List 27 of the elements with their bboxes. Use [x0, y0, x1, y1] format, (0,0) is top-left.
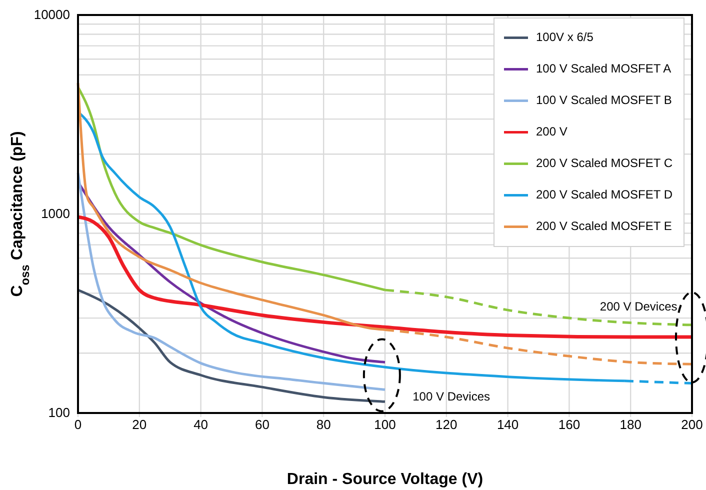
x-tick-label: 80: [316, 417, 331, 432]
x-tick-label: 0: [74, 417, 82, 432]
line-series: [76, 288, 386, 403]
annotation: 100 V Devices: [412, 389, 490, 404]
line-series: [76, 215, 694, 339]
annotation: 200 V Devices: [600, 300, 678, 314]
x-tick-label: 160: [558, 417, 580, 432]
y-tick-label: 10000: [34, 7, 70, 22]
x-tick-label: 200: [681, 417, 703, 432]
x-tick-label: 100: [374, 417, 396, 432]
x-tick-label: 180: [620, 417, 642, 432]
legend-label: 200 V Scaled MOSFET E: [536, 218, 672, 233]
x-axis-title: Drain - Source Voltage (V): [286, 471, 484, 488]
x-tick-label: 40: [194, 417, 208, 432]
x-tick-label: 60: [254, 417, 270, 432]
legend-label: 100 V Scaled MOSFET B: [536, 92, 672, 107]
legend-label: 200 V Scaled MOSFET D: [536, 187, 673, 202]
x-tick-label: 120: [436, 417, 458, 432]
legend-label: 100V x 6/5: [536, 30, 594, 44]
x-tick-label: 20: [132, 417, 147, 432]
y-tick-label: 1000: [41, 206, 70, 222]
legend-label: 200 V Scaled MOSFET C: [536, 156, 673, 170]
x-tick-label: 140: [496, 417, 519, 432]
line-series: [76, 172, 386, 391]
legend-label: 100 V Scaled MOSFET A: [536, 61, 672, 76]
y-tick-label: 100: [48, 405, 70, 420]
legend-label: 200 V: [536, 124, 568, 138]
